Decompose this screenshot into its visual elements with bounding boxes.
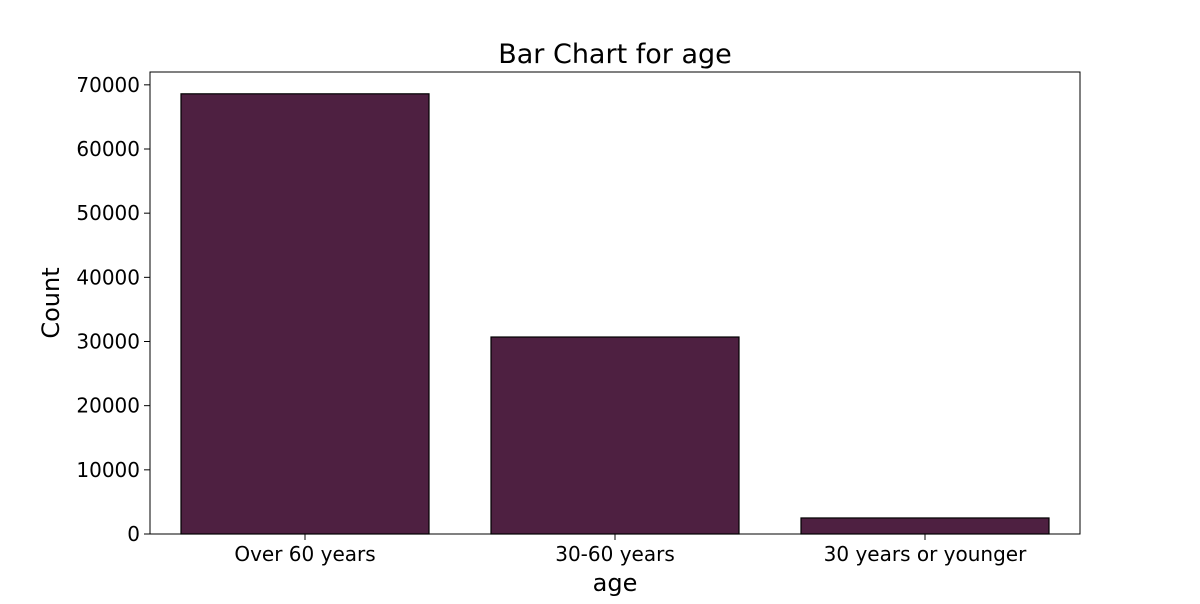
bar-1 xyxy=(490,336,740,535)
y-tick-label-7: 70000 xyxy=(76,73,140,97)
y-tick-label-2: 20000 xyxy=(76,394,140,418)
y-tick-label-1: 10000 xyxy=(76,458,140,482)
x-axis-label: age xyxy=(593,569,638,597)
y-tick-label-0: 0 xyxy=(127,522,140,546)
bar-0 xyxy=(180,93,430,535)
x-tick-label-0: Over 60 years xyxy=(234,542,375,566)
x-tick-label-2: 30 years or younger xyxy=(824,542,1027,566)
bar-2 xyxy=(800,517,1050,535)
y-tick-label-6: 60000 xyxy=(76,137,140,161)
x-axis: Over 60 years 30-60 years 30 years or youn… xyxy=(234,534,1027,566)
y-axis-label: Count xyxy=(37,267,65,338)
bars-layer xyxy=(180,93,1050,535)
y-tick-label-3: 30000 xyxy=(76,330,140,354)
y-axis: 0 10000 20000 30000 40000 50000 60000 70000 xyxy=(76,73,150,546)
chart-title: Bar Chart for age xyxy=(498,39,732,70)
y-tick-label-4: 40000 xyxy=(76,265,140,289)
y-tick-label-5: 50000 xyxy=(76,201,140,225)
x-tick-label-1: 30-60 years xyxy=(555,542,675,566)
